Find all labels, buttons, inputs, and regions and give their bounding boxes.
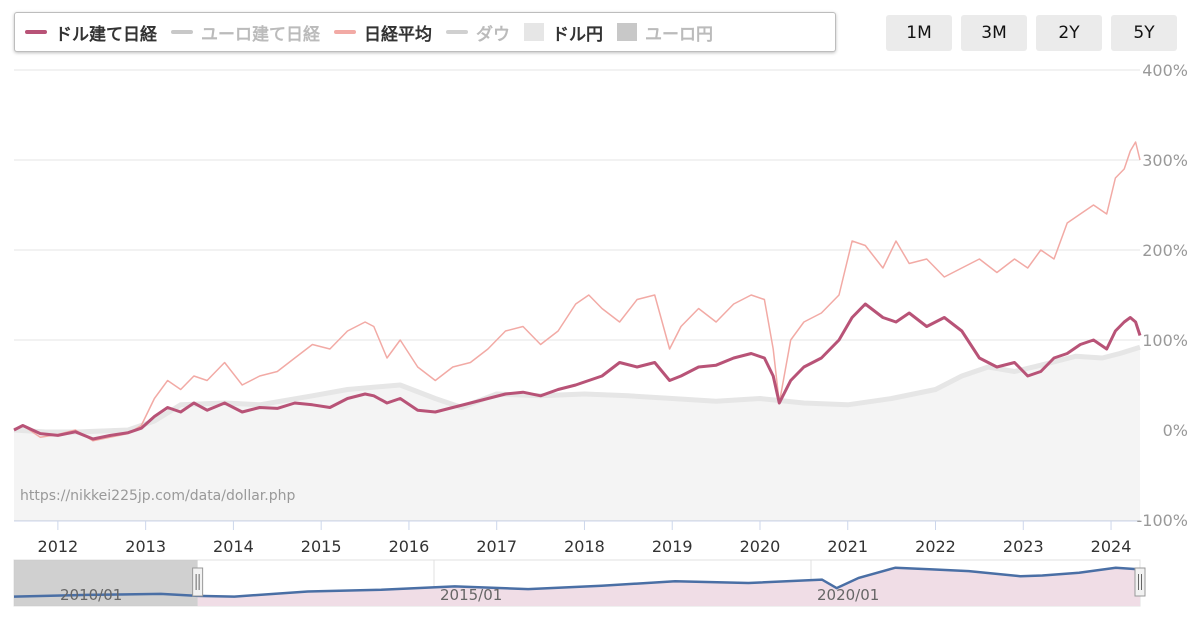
x-axis: 2012 2013 2014 2015 2016 2017 2018 2019 2020 2021… (38, 521, 1132, 556)
legend-swatch (617, 23, 637, 41)
legend-label: ドル円 (552, 24, 603, 45)
legend-label: 日経平均 (364, 24, 432, 45)
navigator-label: 2015/01 (440, 586, 502, 604)
legend: ドル建て日経 ユーロ建て日経 日経平均 ダウ ドル円 ユーロ円 (14, 12, 836, 52)
legend-label: ユーロ円 (645, 24, 713, 45)
x-tick-label: 2019 (652, 537, 693, 556)
navigator[interactable]: 2010/01 2015/01 2020/01 (13, 559, 1146, 607)
source-note: https://nikkei225jp.com/data/dollar.php (20, 488, 295, 504)
series-line (13, 302, 1142, 441)
range-button-5y[interactable]: 5Y (1111, 15, 1177, 51)
x-tick-label: 2022 (915, 537, 956, 556)
area-fill (14, 347, 1140, 520)
x-tick-label: 2023 (1003, 537, 1044, 556)
legend-swatch (334, 30, 356, 34)
legend-label: ダウ (476, 24, 510, 45)
y-tick-label: 200% (1142, 241, 1188, 260)
x-tick-label: 2013 (125, 537, 166, 556)
y-tick-label: 300% (1142, 151, 1188, 170)
range-button-1m[interactable]: 1M (886, 15, 952, 51)
legend-swatch (171, 30, 193, 34)
legend-item-3[interactable]: ダウ (446, 20, 510, 45)
navigator-line (13, 566, 1141, 598)
series-line (13, 141, 1141, 442)
navigator-label: 2020/01 (817, 586, 879, 604)
y-tick-label: 0% (1163, 421, 1188, 440)
legend-label: ユーロ建て日経 (201, 24, 320, 45)
range-button-2y[interactable]: 2Y (1036, 15, 1102, 51)
legend-swatch (446, 30, 468, 34)
x-tick-label: 2015 (301, 537, 342, 556)
x-tick-label: 2012 (38, 537, 79, 556)
y-axis: 400% 300% 200% 100% 0% -100% (1136, 61, 1188, 530)
legend-item-0[interactable]: ドル建て日経 (25, 20, 157, 45)
legend-swatch (25, 30, 47, 34)
x-tick-label: 2021 (827, 537, 868, 556)
y-tick-label: 100% (1142, 331, 1188, 350)
legend-label: ドル建て日経 (55, 24, 157, 45)
legend-item-2[interactable]: 日経平均 (334, 20, 432, 45)
line-series (13, 141, 1142, 442)
x-tick-label: 2024 (1091, 537, 1132, 556)
x-tick-label: 2018 (564, 537, 605, 556)
navigator-selected-area (197, 567, 1140, 606)
legend-item-5[interactable]: ユーロ円 (617, 20, 713, 45)
y-tick-label: -100% (1136, 511, 1188, 530)
x-tick-label: 2020 (740, 537, 781, 556)
x-tick-label: 2017 (476, 537, 517, 556)
legend-swatch (524, 23, 544, 41)
range-button-3m[interactable]: 3M (961, 15, 1027, 51)
y-tick-label: 400% (1142, 61, 1188, 80)
navigator-mask (14, 560, 198, 606)
legend-item-4[interactable]: ドル円 (524, 20, 603, 45)
navigator-handle-left[interactable] (192, 567, 204, 597)
legend-item-1[interactable]: ユーロ建て日経 (171, 20, 320, 45)
navigator-handle-right[interactable] (1134, 567, 1146, 597)
navigator-label: 2010/01 (60, 586, 122, 604)
x-tick-label: 2014 (213, 537, 254, 556)
x-tick-label: 2016 (389, 537, 430, 556)
